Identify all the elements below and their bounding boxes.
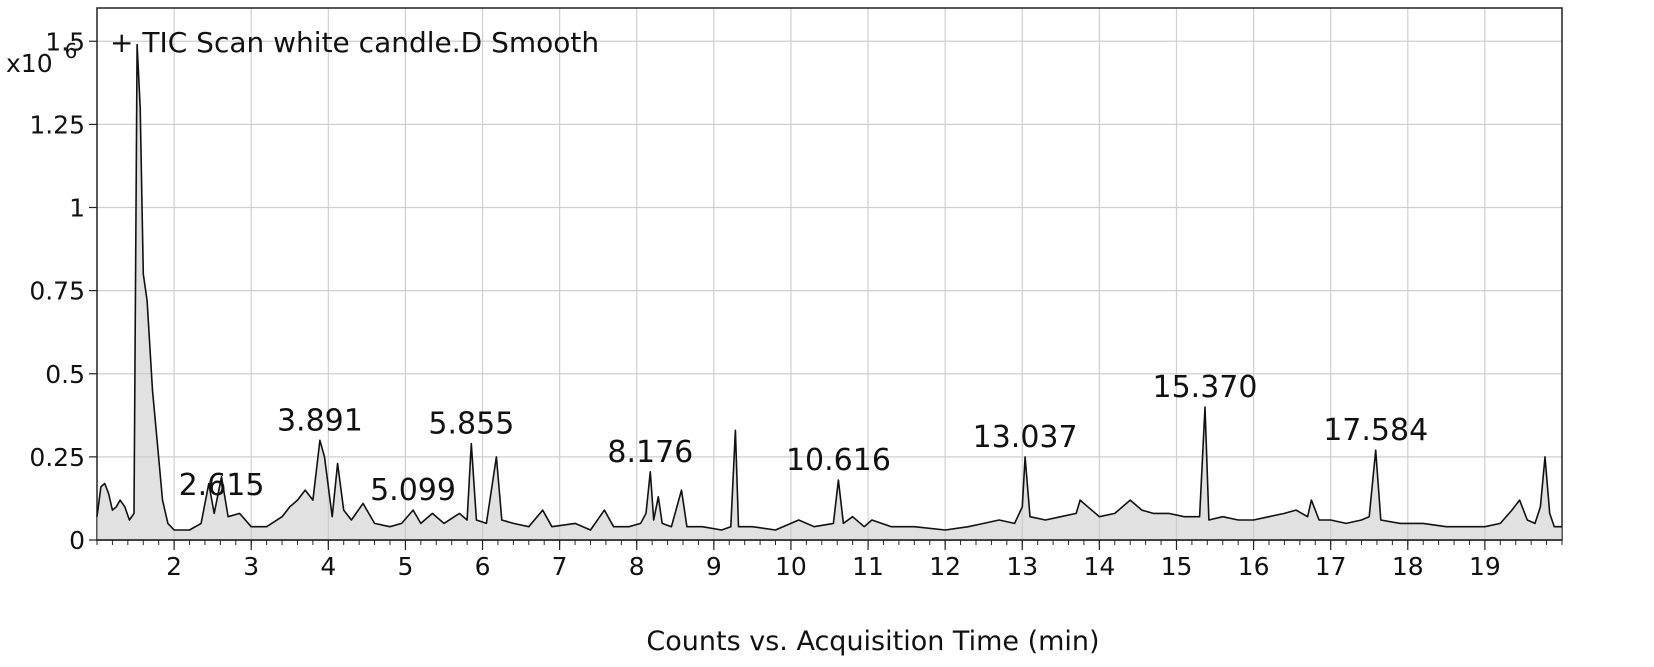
x-tick-label: 6 [475, 552, 491, 581]
y-tick-label: 1.25 [29, 110, 85, 139]
grid-lines [97, 8, 1562, 540]
x-tick-label: 10 [775, 552, 807, 581]
x-tick-label: 17 [1315, 552, 1347, 581]
y-tick-label: 0.5 [45, 360, 85, 389]
chart-title: + TIC Scan white candle.D Smooth [110, 26, 599, 59]
x-tick-label: 16 [1238, 552, 1270, 581]
y-tick-label: 0.75 [29, 277, 85, 306]
x-axis-title: Counts vs. Acquisition Time (min) [646, 626, 1099, 657]
y-tick-label: 1.5 [45, 27, 85, 56]
x-tick-label: 3 [243, 552, 259, 581]
y-multiplier-exponent: 6 [65, 39, 78, 63]
x-tick-label: 12 [929, 552, 961, 581]
peak-label: 2.615 [179, 468, 265, 503]
y-tick-label: 1 [69, 194, 85, 223]
y-multiplier-base: x10 [6, 49, 53, 78]
x-tick-label: 19 [1469, 552, 1501, 581]
peak-label: 17.584 [1323, 413, 1428, 448]
x-tick-label: 14 [1083, 552, 1115, 581]
x-tick-label: 13 [1006, 552, 1038, 581]
y-tick-label: 0.25 [29, 443, 85, 472]
series-line [96, 43, 1562, 531]
x-tick-label: 2 [166, 552, 182, 581]
x-tick-label: 8 [629, 552, 645, 581]
x-tick-label: 9 [706, 552, 722, 581]
x-tick-label: 11 [852, 552, 884, 581]
axes-layer: 2 3 4 5 6 7 8 9 10 11 12 13 14 15 16 17 18 1900.250.50.75… [29, 27, 1563, 581]
peak-label: 5.855 [428, 407, 514, 442]
peak-label: 13.037 [973, 420, 1078, 455]
x-tick-label: 4 [320, 552, 336, 581]
peak-label: 8.176 [607, 435, 693, 470]
y-multiplier-label: x10 6 [6, 39, 77, 78]
y-tick-label: 0 [69, 526, 85, 555]
peak-label: 5.099 [370, 473, 456, 508]
peak-label: 15.370 [1153, 370, 1258, 405]
x-tick-label: 18 [1392, 552, 1424, 581]
peak-label: 3.891 [277, 403, 363, 438]
peak-label: 10.616 [786, 443, 891, 478]
x-tick-label: 7 [552, 552, 568, 581]
x-tick-label: 15 [1161, 552, 1193, 581]
x-tick-label: 5 [397, 552, 413, 581]
series-layer [96, 43, 1562, 540]
